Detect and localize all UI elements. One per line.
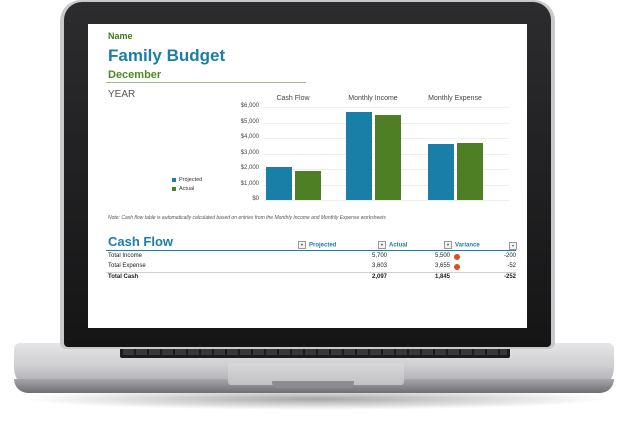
laptop-notch	[272, 381, 354, 388]
chart-bar	[294, 171, 321, 200]
page-title[interactable]: Family Budget	[108, 46, 226, 65]
cell-expense-projected[interactable]: 3,603	[371, 263, 387, 269]
cell-income-actual[interactable]: 5,500	[434, 253, 450, 259]
table-header-divider	[106, 250, 516, 251]
chart-bar	[345, 111, 372, 200]
row-label-total-cash[interactable]: Total Cash	[108, 274, 139, 280]
cell-cash-variance[interactable]: -252	[503, 274, 516, 280]
filter-dropdown-icon[interactable]: ▾	[509, 242, 517, 250]
y-tick-label: $3,000	[240, 149, 259, 156]
legend-label: Actual	[179, 186, 195, 192]
filter-dropdown-icon[interactable]: ▾	[378, 241, 386, 249]
title-divider	[106, 82, 306, 83]
cell-expense-variance[interactable]: -52	[507, 263, 516, 269]
legend-item: Actual	[172, 186, 194, 192]
cell-cash-actual[interactable]: 1,845	[434, 274, 450, 280]
filter-dropdown-icon[interactable]: ▾	[298, 241, 306, 249]
laptop-trackpad	[228, 363, 404, 385]
cash-flow-title: Cash Flow	[108, 234, 174, 249]
panel-title: Monthly Income	[348, 95, 398, 102]
column-header-projected[interactable]: ▾ Projected	[298, 241, 336, 249]
y-tick-label: $2,000	[240, 165, 259, 171]
name-label[interactable]: Name	[108, 31, 133, 41]
variance-alert-icon	[454, 254, 460, 260]
variance-alert-icon	[454, 264, 460, 270]
y-tick-label: $0	[252, 196, 259, 202]
cell-expense-actual[interactable]: 3,655	[434, 263, 450, 269]
legend-label: Projected	[179, 177, 203, 183]
filter-dropdown-icon[interactable]: ▾	[444, 241, 452, 249]
row-divider	[106, 272, 516, 273]
legend-item: Projected	[172, 177, 202, 183]
y-tick-label: $6,000	[240, 103, 259, 109]
column-header-actual[interactable]: ▾ Actual	[378, 241, 407, 249]
y-tick-label: $4,000	[240, 134, 259, 140]
chart-bar	[456, 143, 483, 200]
panel-title: Cash Flow	[276, 95, 310, 102]
panel-title: Monthly Expense	[428, 95, 482, 102]
laptop-screen: Name Family Budget December YEAR $6,000 $…	[88, 24, 527, 328]
chart-bar	[374, 114, 401, 200]
chart-bar	[265, 167, 292, 200]
chart-bar	[427, 144, 454, 200]
legend-swatch	[172, 177, 176, 182]
y-tick-label: $1,000	[240, 180, 259, 187]
laptop-shadow	[20, 388, 610, 410]
row-label-total-expense[interactable]: Total Expense	[108, 263, 146, 269]
legend-swatch	[172, 186, 176, 191]
chart-gridline	[264, 200, 509, 201]
column-header-variance[interactable]: ▾ Variance	[444, 241, 480, 249]
month-label[interactable]: December	[108, 69, 162, 81]
year-label[interactable]: YEAR	[108, 89, 136, 100]
cell-income-projected[interactable]: 5,700	[371, 253, 387, 259]
chart-gridline	[264, 107, 509, 108]
chart-note: Note: Cash flow table is automatically c…	[108, 215, 386, 221]
row-label-total-income[interactable]: Total Income	[108, 253, 143, 259]
cell-cash-projected[interactable]: 2,097	[371, 274, 387, 280]
cell-income-variance[interactable]: -200	[503, 253, 516, 259]
y-tick-label: $5,000	[240, 118, 259, 125]
